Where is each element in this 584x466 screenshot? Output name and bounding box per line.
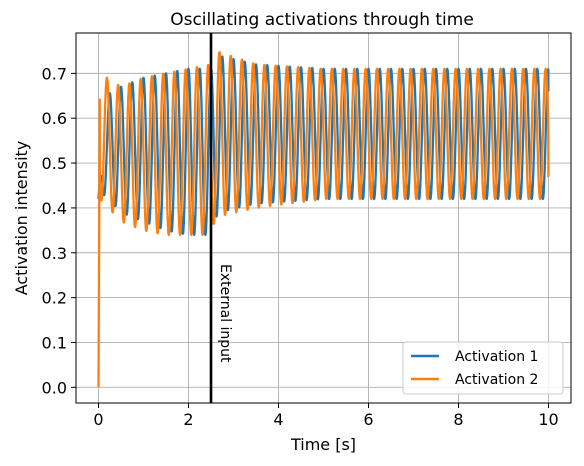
x-tick-label: 2 [183,410,193,429]
external-input-label: External input [217,264,233,363]
x-tick-label: 8 [453,410,463,429]
legend-box [402,341,564,395]
y-tick-label: 0.7 [42,64,67,83]
y-tick-label: 0.4 [42,199,67,218]
x-tick-label: 4 [273,410,283,429]
series-layer [97,51,550,388]
axis-ticks: 0 2 4 6 8 10 0.0 0.1 0.2 0.3 0.4 0.5 0.6 0.7 [42,64,559,429]
legend-label-activation-2: Activation 2 [455,372,538,388]
x-tick-label: 0 [93,410,103,429]
y-tick-label: 0.3 [42,244,67,263]
y-axis-label: Activation intensity [12,141,31,296]
y-tick-label: 0.5 [42,154,67,173]
y-tick-label: 0.0 [42,378,67,397]
chart-title: Oscillating activations through time [170,10,474,30]
x-tick-label: 10 [538,410,558,429]
x-axis-label: Time [s] [290,435,356,454]
plot-frame [75,32,572,404]
series-line-activation-2 [97,51,550,388]
legend-label-activation-1: Activation 1 [455,349,538,365]
y-tick-label: 0.1 [42,333,67,352]
legend: Activation 1 Activation 2 [402,341,564,395]
x-tick-label: 6 [363,410,373,429]
y-tick-label: 0.6 [42,109,67,128]
y-tick-label: 0.2 [42,289,67,308]
